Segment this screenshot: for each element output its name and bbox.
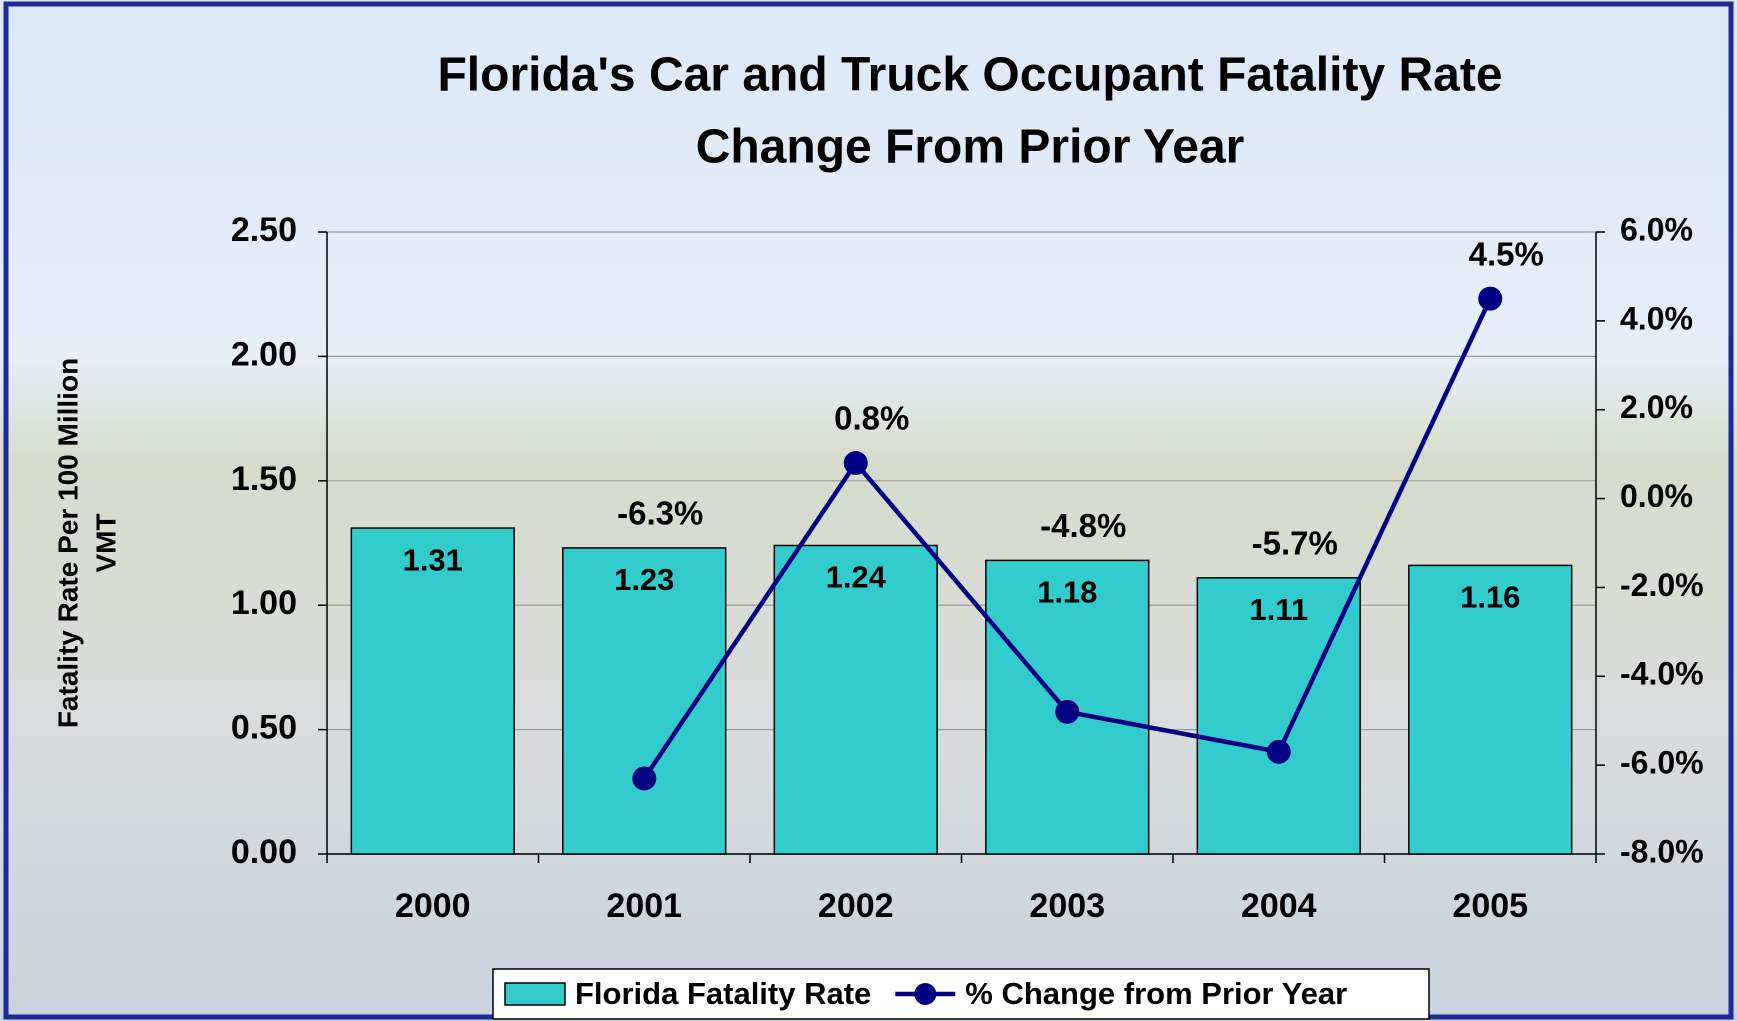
line-marker — [1266, 739, 1291, 764]
y-tick-label: 1.50 — [231, 460, 297, 498]
y2-tick-label: -4.0% — [1620, 656, 1704, 692]
y2-tick-label: 6.0% — [1620, 211, 1693, 247]
bar — [985, 559, 1150, 855]
bar-value-label: 1.16 — [1460, 580, 1520, 615]
line-value-label: 4.5% — [1469, 235, 1544, 272]
bar-value-label: 1.23 — [614, 562, 674, 597]
legend-label: % Change from Prior Year — [965, 976, 1347, 1011]
y-axis-label: Fatality Rate Per 100 Million — [52, 358, 83, 728]
y2-tick-label: -2.0% — [1620, 567, 1704, 603]
bar — [350, 527, 515, 855]
line-value-label: -4.8% — [1040, 507, 1126, 544]
y2-tick-label: -6.0% — [1620, 745, 1704, 781]
y-tick-label: 0.00 — [231, 833, 297, 871]
y-tick-label: 2.00 — [231, 335, 297, 373]
legend-label: Florida Fatality Rate — [575, 976, 871, 1011]
y-tick-label: 0.50 — [231, 709, 297, 747]
x-tick-label: 2003 — [1029, 887, 1105, 925]
bar-value-label: 1.11 — [1249, 592, 1308, 627]
bar-value-label: 1.24 — [826, 560, 887, 595]
y2-tick-label: 2.0% — [1620, 389, 1693, 425]
y2-tick-label: 0.0% — [1620, 478, 1693, 514]
chart-title: Change From Prior Year — [696, 121, 1245, 174]
line-marker — [632, 766, 657, 791]
y-tick-label: 2.50 — [231, 211, 297, 249]
legend-swatch — [504, 982, 566, 1006]
line-value-label: -6.3% — [617, 495, 703, 532]
bar — [1408, 564, 1573, 855]
line-value-label: 0.8% — [834, 400, 909, 437]
bar-value-label: 1.18 — [1037, 575, 1097, 610]
y2-tick-label: 4.0% — [1620, 300, 1693, 336]
line-marker — [1055, 699, 1080, 724]
y2-tick-label: -8.0% — [1620, 833, 1704, 869]
bar — [1196, 577, 1361, 855]
x-tick-label: 2001 — [606, 887, 682, 925]
bar — [773, 544, 938, 855]
x-tick-label: 2005 — [1452, 887, 1528, 925]
line-marker — [843, 451, 868, 476]
x-tick-label: 2000 — [395, 887, 471, 925]
y-tick-label: 1.00 — [231, 584, 297, 622]
legend-swatch — [914, 983, 937, 1005]
y-axis-label: VMT — [90, 513, 121, 572]
legend-box — [492, 968, 1430, 1020]
line-value-label: -5.7% — [1252, 525, 1338, 562]
x-tick-label: 2002 — [818, 887, 894, 925]
bar-value-label: 1.31 — [403, 542, 463, 577]
x-tick-label: 2004 — [1241, 887, 1317, 925]
line-marker — [1478, 286, 1503, 311]
chart-title: Florida's Car and Truck Occupant Fatalit… — [437, 49, 1502, 102]
